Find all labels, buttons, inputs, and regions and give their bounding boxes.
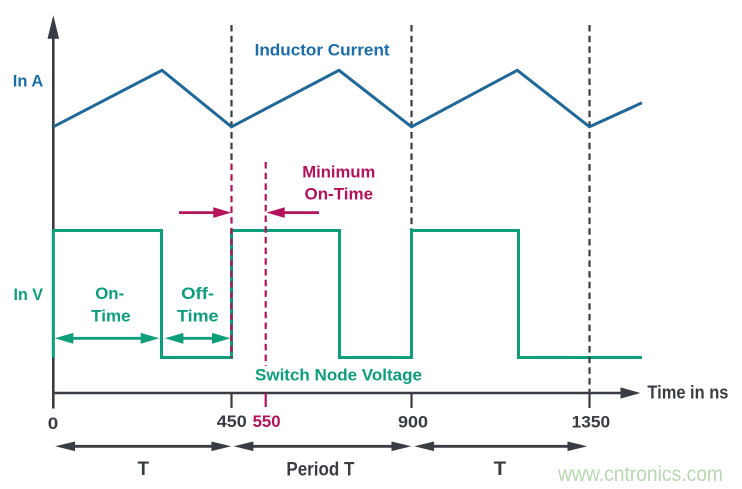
- svg-text:On-: On-: [95, 284, 124, 303]
- svg-text:T: T: [138, 458, 150, 480]
- svg-text:450: 450: [217, 412, 247, 431]
- svg-text:Time: Time: [177, 306, 219, 325]
- svg-text:Period T: Period T: [286, 459, 354, 481]
- svg-text:Time in ns: Time in ns: [647, 383, 728, 403]
- svg-text:0: 0: [48, 414, 59, 433]
- svg-text:On-Time: On-Time: [305, 184, 374, 203]
- svg-text:In V: In V: [14, 285, 44, 304]
- svg-text:Time: Time: [91, 306, 131, 325]
- svg-text:550: 550: [253, 412, 281, 431]
- svg-text:In A: In A: [13, 72, 44, 91]
- svg-text:900: 900: [398, 413, 428, 432]
- svg-text:T: T: [494, 458, 507, 480]
- svg-text:Off-: Off-: [181, 284, 214, 303]
- svg-text:Switch Node Voltage: Switch Node Voltage: [255, 366, 422, 385]
- svg-text:www.cntronics.com: www.cntronics.com: [557, 462, 723, 486]
- svg-text:1350: 1350: [572, 413, 611, 432]
- svg-text:Minimum: Minimum: [302, 163, 375, 182]
- svg-text:Inductor Current: Inductor Current: [255, 41, 390, 60]
